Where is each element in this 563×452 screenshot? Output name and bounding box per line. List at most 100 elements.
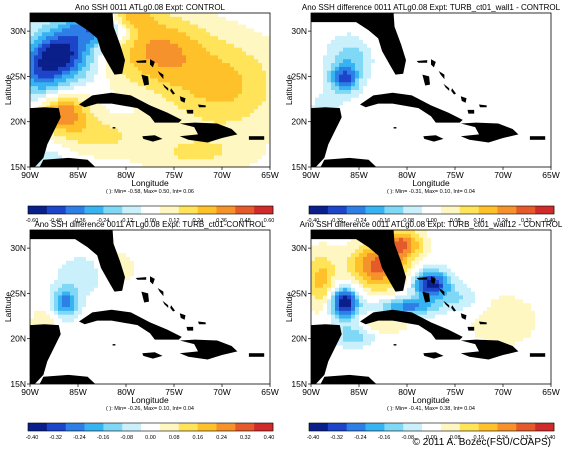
ssh-cell bbox=[499, 20, 504, 25]
ssh-cell bbox=[351, 28, 356, 33]
ssh-cell bbox=[363, 36, 368, 41]
ssh-cell bbox=[363, 136, 368, 141]
ssh-cell bbox=[82, 39, 87, 45]
ssh-cell bbox=[122, 113, 127, 118]
ssh-cell bbox=[327, 24, 332, 29]
ssh-cell bbox=[415, 132, 420, 137]
ssh-cell bbox=[395, 113, 400, 118]
ssh-cell bbox=[34, 36, 39, 41]
ssh-cell bbox=[210, 24, 215, 29]
ssh-cell bbox=[178, 132, 183, 137]
ssh-cell bbox=[250, 109, 255, 114]
ssh-cell bbox=[523, 140, 528, 145]
ssh-cell bbox=[206, 59, 211, 64]
ssh-cell bbox=[38, 90, 43, 95]
ssh-cell bbox=[339, 147, 344, 152]
ssh-cell bbox=[150, 32, 155, 37]
ssh-cell bbox=[222, 159, 227, 164]
ssh-cell bbox=[431, 55, 436, 60]
ssh-cell bbox=[162, 32, 167, 37]
ssh-cell bbox=[114, 140, 119, 145]
ssh-cell bbox=[66, 28, 71, 33]
ssh-cell bbox=[511, 86, 516, 91]
ssh-cell bbox=[443, 136, 448, 141]
ssh-cell bbox=[535, 63, 540, 68]
ssh-cell bbox=[174, 151, 179, 156]
ssh-cell bbox=[266, 140, 270, 145]
ssh-cell bbox=[439, 20, 444, 25]
ssh-cell bbox=[507, 47, 512, 52]
ssh-cell bbox=[371, 63, 376, 68]
ssh-cell bbox=[475, 163, 480, 167]
ssh-cell bbox=[471, 66, 476, 72]
ssh-cell bbox=[411, 47, 416, 52]
ssh-cell bbox=[539, 163, 544, 167]
ssh-cell bbox=[130, 74, 135, 79]
ssh-cell bbox=[455, 147, 460, 152]
ssh-cell bbox=[347, 113, 352, 118]
ssh-cell bbox=[86, 132, 91, 137]
ssh-cell bbox=[186, 140, 191, 145]
ssh-cell bbox=[411, 124, 416, 129]
ssh-cell bbox=[202, 55, 207, 60]
ssh-cell bbox=[511, 20, 516, 25]
ssh-cell bbox=[343, 39, 348, 45]
ssh-cell bbox=[38, 70, 43, 75]
ssh-cell bbox=[319, 90, 324, 95]
ssh-cell bbox=[30, 90, 35, 95]
ssh-cell bbox=[331, 32, 336, 37]
ssh-cell bbox=[403, 140, 408, 145]
ssh-cell bbox=[226, 59, 231, 64]
ssh-cell bbox=[379, 136, 384, 141]
ssh-cell bbox=[214, 90, 219, 95]
ssh-cell bbox=[451, 147, 456, 152]
ssh-cell bbox=[238, 116, 243, 122]
ssh-cell bbox=[110, 70, 115, 75]
ssh-cell bbox=[250, 132, 255, 137]
ssh-cell bbox=[343, 140, 348, 145]
ssh-cell bbox=[198, 147, 203, 152]
ssh-cell bbox=[411, 24, 416, 29]
ssh-cell bbox=[411, 82, 416, 87]
ssh-cell bbox=[246, 20, 251, 25]
colorbar-tick-label: -0.36 bbox=[73, 218, 86, 224]
ssh-cell bbox=[58, 101, 63, 106]
ssh-cell bbox=[355, 97, 360, 102]
ssh-cell bbox=[391, 128, 396, 133]
ssh-cell bbox=[415, 47, 420, 52]
ssh-cell bbox=[415, 124, 420, 129]
ssh-cell bbox=[399, 86, 404, 91]
ssh-cell bbox=[138, 124, 143, 129]
ssh-cell bbox=[34, 245, 39, 250]
ssh-cell bbox=[475, 159, 480, 164]
ssh-cell bbox=[262, 140, 267, 145]
ssh-cell bbox=[34, 268, 39, 273]
ssh-cell bbox=[102, 109, 107, 114]
ssh-cell bbox=[42, 24, 47, 29]
ssh-cell bbox=[519, 105, 524, 110]
ssh-cell bbox=[82, 51, 87, 56]
ssh-cell bbox=[507, 90, 512, 95]
ssh-cell bbox=[214, 105, 219, 110]
ssh-cell bbox=[222, 97, 227, 102]
ssh-cell bbox=[443, 120, 448, 126]
ssh-cell bbox=[519, 155, 524, 160]
colorbar: -0.40 -0.32 -0.24 -0.16 -0.08 0.00 0.08 0.16 0.2… bbox=[307, 205, 555, 224]
ssh-cell bbox=[519, 36, 524, 41]
ssh-cell bbox=[186, 163, 191, 167]
ssh-cell bbox=[511, 55, 516, 60]
ssh-cell bbox=[30, 74, 35, 79]
ssh-cell bbox=[355, 116, 360, 122]
ssh-cell bbox=[134, 90, 139, 95]
ssh-cell bbox=[234, 124, 239, 129]
ssh-cell bbox=[479, 24, 484, 29]
ssh-cell bbox=[463, 120, 468, 126]
ssh-cell bbox=[431, 90, 436, 95]
ssh-cell bbox=[519, 140, 524, 145]
ssh-cell bbox=[311, 55, 316, 60]
ssh-cell bbox=[475, 97, 480, 102]
ssh-cell bbox=[122, 132, 127, 137]
ssh-cell bbox=[42, 70, 47, 75]
ssh-cell bbox=[523, 55, 528, 60]
ssh-cell bbox=[150, 28, 155, 33]
